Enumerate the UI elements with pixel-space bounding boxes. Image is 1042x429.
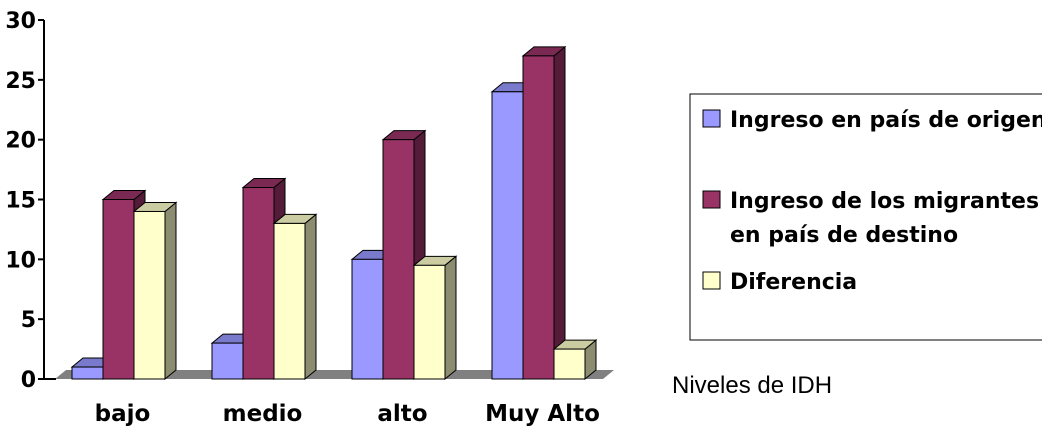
legend-box bbox=[689, 93, 1042, 341]
y-tick-label: 0 bbox=[21, 368, 36, 393]
legend-item: Ingreso de los migrantes en país de desti… bbox=[702, 189, 1039, 248]
bar bbox=[552, 339, 598, 381]
x-category-label: bajo bbox=[95, 401, 151, 427]
bar-side bbox=[444, 255, 457, 381]
legend-label: Ingreso de los migrantes en país de desti… bbox=[730, 189, 1039, 248]
y-tick-label: 5 bbox=[21, 308, 36, 333]
bar-front bbox=[522, 55, 555, 380]
legend-swatch bbox=[702, 109, 721, 128]
x-category-label: alto bbox=[377, 401, 427, 427]
legend-swatch bbox=[702, 271, 721, 290]
bar-front bbox=[413, 264, 446, 380]
bar-front bbox=[491, 91, 524, 380]
x-axis-label: Niveles de IDH bbox=[672, 372, 832, 399]
bars bbox=[70, 45, 598, 381]
legend-item: Ingreso en país de origen bbox=[702, 108, 1042, 133]
y-tick-label: 10 bbox=[5, 248, 36, 273]
legend-item: Diferencia bbox=[702, 270, 857, 295]
bar bbox=[521, 45, 567, 381]
bar-side bbox=[304, 213, 317, 381]
bar-front bbox=[71, 366, 104, 380]
chart-floor bbox=[55, 370, 614, 379]
bar-side bbox=[164, 201, 177, 381]
bar-front bbox=[351, 258, 384, 380]
legend-swatch bbox=[702, 190, 721, 209]
y-tick-label: 15 bbox=[5, 189, 36, 214]
bar-front bbox=[102, 199, 135, 380]
bar bbox=[412, 255, 458, 381]
bar-side bbox=[553, 45, 566, 381]
bar-front bbox=[273, 222, 306, 380]
floor-plane bbox=[55, 370, 614, 379]
bar bbox=[272, 213, 318, 381]
y-tick-label: 20 bbox=[5, 129, 36, 154]
bar-front bbox=[211, 342, 244, 380]
legend-label: Ingreso en país de origen bbox=[730, 108, 1042, 133]
bar-front bbox=[553, 348, 586, 380]
legend: Ingreso en país de origen Ingreso de los … bbox=[689, 93, 1042, 341]
bar bbox=[132, 201, 178, 381]
bar-front bbox=[242, 187, 275, 380]
legend-label: Diferencia bbox=[730, 270, 857, 295]
bar-front bbox=[133, 210, 166, 380]
y-axis: 0 5 10 15 20 25 30 bbox=[5, 9, 56, 393]
x-category-label: Muy Alto bbox=[485, 401, 600, 427]
bar-front bbox=[382, 139, 415, 380]
y-tick-label: 30 bbox=[5, 9, 36, 34]
x-axis-categories: bajo medio alto Muy Alto bbox=[95, 401, 600, 427]
y-tick-label: 25 bbox=[5, 69, 36, 94]
x-category-label: medio bbox=[223, 401, 303, 427]
